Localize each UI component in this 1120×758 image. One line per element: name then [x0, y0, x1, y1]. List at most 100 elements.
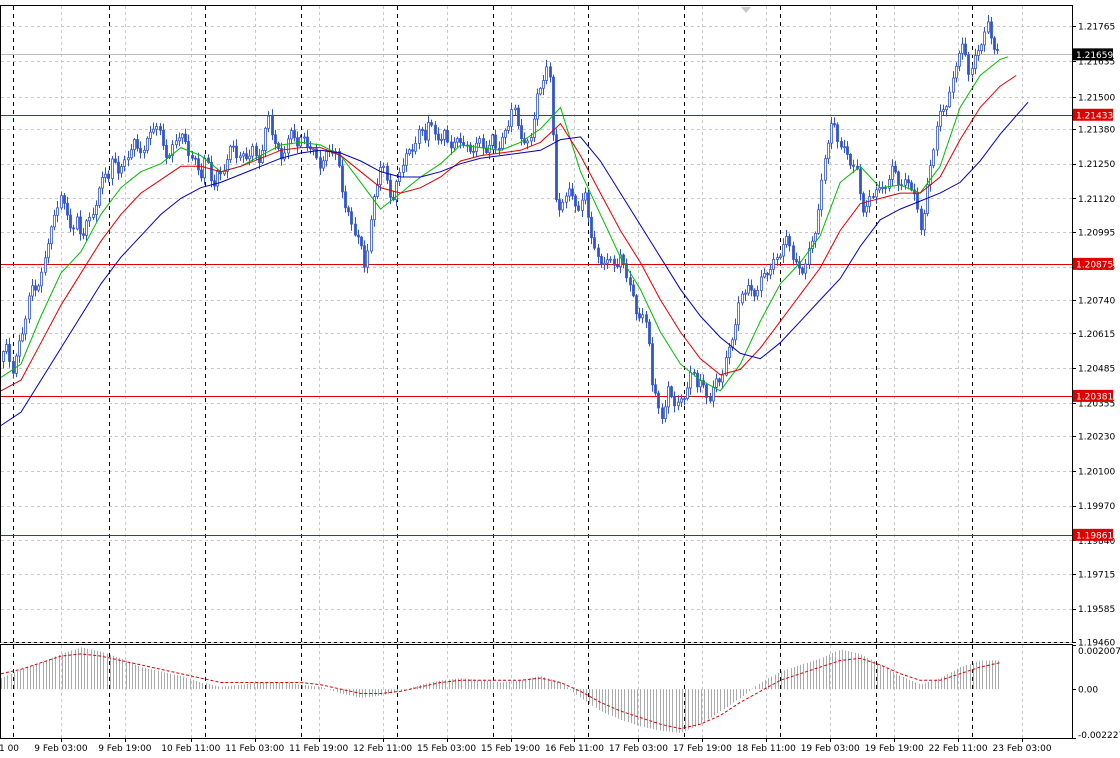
candle-body — [271, 115, 274, 136]
candle-body — [932, 149, 935, 167]
candle-body — [379, 167, 382, 185]
candle-body — [696, 372, 699, 388]
candle-body — [587, 192, 590, 218]
candle-body — [715, 378, 718, 388]
candle-body — [478, 138, 481, 144]
candle-body — [526, 140, 529, 144]
candle-body — [322, 160, 325, 169]
candle-body — [434, 124, 437, 135]
candle-body — [347, 207, 350, 213]
indicator-panel-frame — [0, 644, 1073, 739]
candle-body — [897, 171, 900, 186]
candle-body — [226, 159, 229, 172]
indicator-tick-label: 0.00 — [1078, 686, 1098, 696]
price-tick-label: 1.20100 — [1078, 467, 1115, 477]
candle-body — [187, 141, 190, 156]
candle-body — [744, 292, 747, 295]
candle-body — [363, 245, 366, 268]
candle-body — [561, 201, 564, 211]
candle-body — [178, 137, 181, 142]
candle-body — [341, 165, 344, 193]
moving-average-line-1 — [0, 56, 1009, 392]
candle-body — [769, 269, 772, 276]
candle-body — [210, 162, 213, 182]
oscillator-histogram — [1, 647, 999, 733]
candle-body — [287, 138, 290, 154]
candle-body — [437, 133, 440, 141]
time-axis-label: 15 Feb 03:00 — [417, 744, 476, 754]
candle-body — [127, 157, 130, 161]
candle-body — [149, 131, 152, 139]
candle-body — [737, 302, 740, 326]
candle-body — [904, 179, 907, 186]
candle-body — [120, 166, 123, 174]
time-axis-label: 22 Feb 11:00 — [929, 744, 988, 754]
candle-body — [891, 165, 894, 180]
candle-body — [964, 43, 967, 56]
candle-body — [2, 351, 5, 362]
candle-body — [577, 205, 580, 211]
candle-body — [833, 123, 836, 126]
candle-body — [840, 141, 843, 148]
indicator-tick-labels: 0.002007 0.00 -0.002227 — [1072, 645, 1120, 741]
candle-body — [123, 159, 126, 167]
candle-body — [446, 129, 449, 143]
candle-body — [229, 145, 232, 161]
time-axis-label: 19 Feb 19:00 — [865, 744, 924, 754]
candle-body — [155, 126, 158, 130]
candle-body — [411, 149, 414, 152]
candle-body — [482, 138, 485, 149]
time-axis-label: 9 Feb 03:00 — [34, 744, 88, 754]
candle-body — [804, 263, 807, 274]
scroll-marker-icon[interactable] — [741, 7, 751, 13]
candle-body — [996, 49, 999, 51]
price-tick-label: 1.20995 — [1078, 228, 1115, 238]
candle-body — [597, 247, 600, 257]
candle-body — [539, 87, 542, 95]
candle-body — [619, 254, 622, 268]
candle-body — [952, 77, 955, 93]
candle-body — [95, 204, 98, 215]
candle-body — [955, 65, 958, 79]
candle-body — [21, 333, 24, 342]
candle-body — [37, 285, 40, 291]
candle-body — [756, 290, 759, 297]
candle-body — [382, 165, 385, 168]
candle-body — [872, 196, 875, 198]
candle-body — [632, 284, 635, 297]
candle-body — [558, 199, 561, 211]
candle-body — [590, 216, 593, 239]
candle-body — [69, 214, 72, 229]
price-badges: 1.21433 1.20875 1.20381 1.19861 1.21659 — [1073, 48, 1113, 541]
candle-body — [245, 153, 248, 160]
time-axis-label: 18 Feb 11:00 — [737, 744, 796, 754]
time-axis-label: 15 Feb 19:00 — [481, 744, 540, 754]
moving-average-line-3 — [0, 101, 1029, 426]
candle-body — [104, 173, 107, 178]
price-tick-label: 1.19715 — [1078, 570, 1115, 580]
candle-body — [440, 138, 443, 141]
candle-body — [82, 233, 85, 236]
time-axis-label: 17 Feb 03:00 — [609, 744, 668, 754]
candle-body — [414, 143, 417, 152]
candle-body — [12, 361, 15, 374]
candle-body — [408, 149, 411, 155]
candle-body — [846, 146, 849, 155]
candle-body — [661, 407, 664, 419]
candle-body — [175, 140, 178, 146]
candle-body — [849, 154, 852, 166]
candle-body — [603, 262, 606, 265]
candle-body — [207, 157, 210, 163]
candle-body — [913, 189, 916, 195]
candle-body — [852, 164, 855, 167]
candle-body — [782, 244, 785, 257]
time-axis-label: 11 Feb 03:00 — [225, 744, 284, 754]
candle-body — [942, 109, 945, 112]
candle-body — [766, 273, 769, 276]
candle-body — [501, 136, 504, 149]
candle-body — [638, 313, 641, 319]
candle-body — [613, 258, 616, 266]
candle-body — [983, 31, 986, 46]
candle-body — [117, 161, 120, 174]
